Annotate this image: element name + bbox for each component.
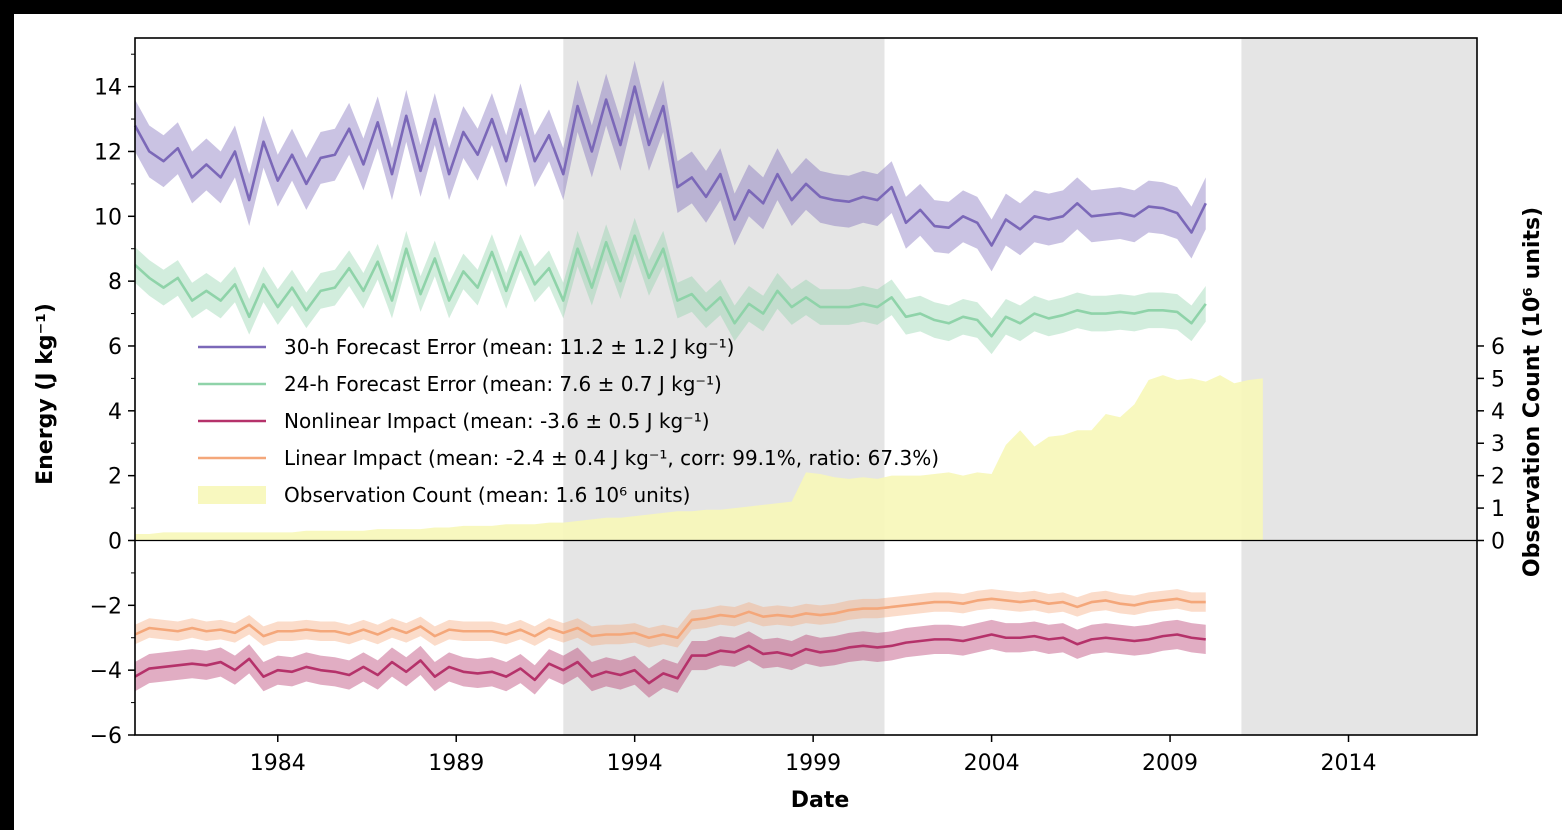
x-tick-label-1984: 1984	[250, 751, 306, 776]
y-tick-label-12: 12	[94, 140, 122, 165]
legend-swatch-5	[198, 486, 266, 504]
y-right-axis-label: Observation Count (10⁶ units)	[1520, 207, 1545, 577]
x-tick-label-2014: 2014	[1321, 751, 1377, 776]
x-tick-label-2009: 2009	[1142, 751, 1198, 776]
x-tick-label-1999: 1999	[785, 751, 841, 776]
y-tick-label-10: 10	[94, 205, 122, 230]
y-tick-label--6: −6	[90, 724, 122, 749]
y-right-tick-label-2: 2	[1491, 465, 1505, 490]
x-tick-label-1989: 1989	[428, 751, 484, 776]
x-axis-label: Date	[791, 788, 850, 813]
y-right-tick-label-0: 0	[1491, 529, 1505, 554]
chart-container: 1984 1989 1994 1999 2004 2009 2014 −6 −4 −2 0 2 4 6 8 1…	[14, 14, 1562, 830]
y-tick-label-2: 2	[108, 465, 122, 490]
y-tick-label-8: 8	[108, 270, 122, 295]
y-tick-label--2: −2	[90, 594, 122, 619]
legend-label-3: Nonlinear Impact (mean: -3.6 ± 0.5 J kg⁻…	[284, 409, 710, 433]
y-right-tick-label-5: 5	[1491, 367, 1505, 392]
y-right-tick-label-3: 3	[1491, 432, 1505, 457]
shaded-period-2	[1241, 38, 1477, 735]
x-tick-label-2004: 2004	[964, 751, 1020, 776]
legend-label-1: 30-h Forecast Error (mean: 11.2 ± 1.2 J …	[284, 335, 735, 359]
legend-label-2: 24-h Forecast Error (mean: 7.6 ± 0.7 J k…	[284, 372, 722, 396]
y-axis-label: Energy (J kg⁻¹)	[33, 303, 58, 485]
y-tick-label-14: 14	[94, 76, 122, 101]
line-chart: 1984 1989 1994 1999 2004 2009 2014−6−4−2024681…	[14, 14, 1562, 830]
y-tick-label-4: 4	[108, 400, 122, 425]
legend-label-4: Linear Impact (mean: -2.4 ± 0.4 J kg⁻¹, …	[284, 446, 939, 470]
x-tick-label-1994: 1994	[607, 751, 663, 776]
legend-label-5: Observation Count (mean: 1.6 10⁶ units)	[284, 483, 690, 507]
y-right-tick-label-1: 1	[1491, 497, 1505, 522]
y-tick-label-0: 0	[108, 529, 122, 554]
y-right-tick-label-6: 6	[1491, 335, 1505, 360]
y-tick-label--4: −4	[90, 659, 122, 684]
y-tick-label-6: 6	[108, 335, 122, 360]
y-right-tick-label-4: 4	[1491, 400, 1505, 425]
